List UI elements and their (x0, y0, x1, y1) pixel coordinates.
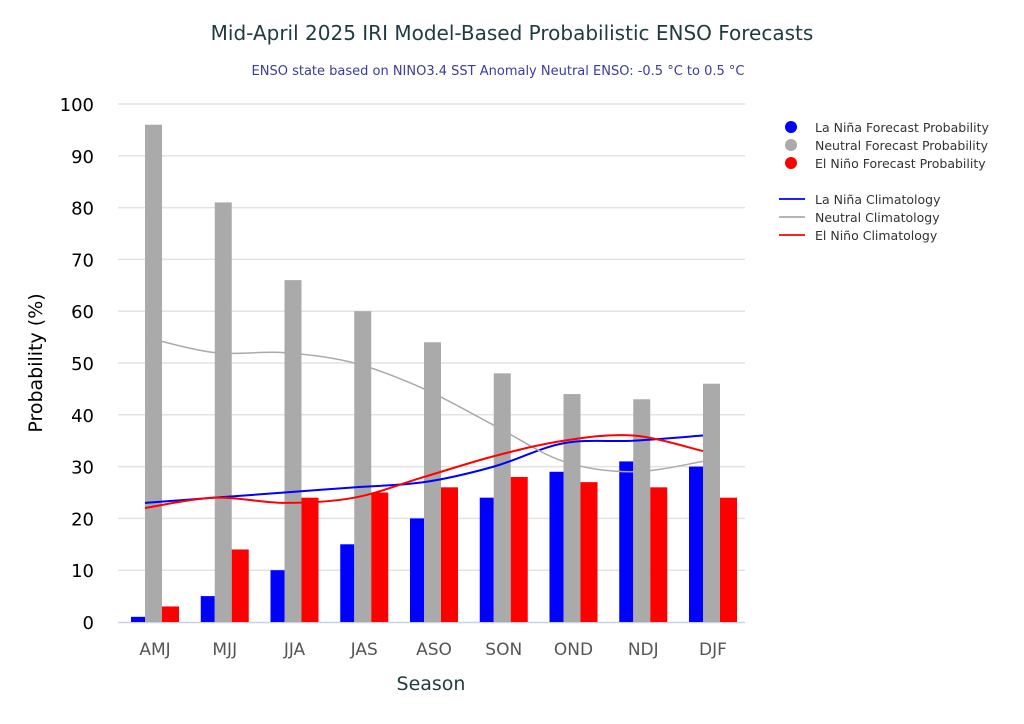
bar-neutral-forecast (493, 373, 511, 622)
y-tick-label: 60 (71, 302, 94, 323)
climatology-line (144, 434, 704, 504)
legend-label: La Niña Climatology (815, 192, 941, 207)
legend-marker-dot-icon (785, 157, 797, 169)
chart-subtitle: ENSO state based on NINO3.4 SST Anomaly … (252, 64, 745, 79)
bar-el-forecast (162, 606, 179, 622)
legend-label: Neutral Forecast Probability (815, 138, 989, 153)
bar-neutral-forecast (563, 394, 581, 622)
y-tick-label: 40 (71, 406, 94, 427)
x-tick-label: SON (485, 640, 522, 660)
bar-neutral-forecast (284, 280, 302, 622)
legend-marker-dot-icon (785, 121, 797, 133)
bar-neutral-forecast (354, 311, 372, 622)
bar-neutral-forecast (633, 399, 651, 622)
x-tick-label: JAS (350, 640, 378, 660)
legend-label: El Niño Climatology (815, 228, 938, 243)
bar-neutral-forecast (703, 383, 720, 622)
bar-el-forecast (510, 476, 528, 622)
y-tick-label: 20 (71, 509, 94, 530)
x-tick-label: ASO (416, 640, 452, 660)
bar-el-forecast (371, 492, 389, 622)
bar-la-forecast (479, 497, 494, 622)
legend-label: La Niña Forecast Probability (815, 120, 990, 135)
bar-la-forecast (131, 616, 145, 622)
bar-la-forecast (200, 596, 215, 622)
bar-la-forecast (340, 544, 355, 622)
climatology-line (144, 336, 704, 473)
bar-el-forecast (650, 487, 668, 622)
bar-el-forecast (580, 482, 598, 622)
bar-la-forecast (270, 570, 285, 622)
legend-marker-dot-icon (785, 139, 797, 151)
bar-la-forecast (689, 466, 703, 622)
x-tick-label: OND (554, 640, 593, 660)
bar-el-forecast (231, 549, 249, 622)
y-axis-label: Probability (%) (25, 293, 47, 432)
legend-label: Neutral Climatology (815, 210, 940, 225)
y-tick-label: 100 (60, 95, 94, 116)
bar-neutral-forecast (145, 124, 162, 622)
chart-title: Mid-April 2025 IRI Model-Based Probabili… (211, 21, 814, 45)
x-axis-label: Season (397, 673, 466, 695)
y-tick-label: 30 (71, 458, 94, 479)
x-tick-label: AMJ (139, 640, 170, 660)
legend-label: El Niño Forecast Probability (815, 156, 986, 171)
x-tick-label: DJF (699, 640, 727, 660)
y-tick-label: 80 (71, 199, 94, 220)
y-tick-label: 50 (71, 354, 94, 375)
bar-neutral-forecast (424, 342, 441, 622)
bar-el-forecast (720, 497, 737, 622)
bar-el-forecast (441, 487, 458, 622)
bar-la-forecast (619, 461, 634, 622)
x-tick-label: JJA (283, 640, 306, 660)
bar-la-forecast (410, 518, 424, 622)
bar-el-forecast (301, 497, 319, 622)
climatology-line (144, 434, 704, 510)
y-tick-label: 90 (71, 147, 94, 168)
bar-neutral-forecast (214, 202, 232, 623)
y-tick-label: 70 (71, 250, 94, 271)
y-tick-label: 10 (71, 561, 94, 582)
x-tick-label: NDJ (628, 640, 659, 660)
x-tick-label: MJJ (212, 640, 237, 660)
y-tick-label: 0 (83, 613, 94, 634)
bar-la-forecast (549, 471, 564, 622)
